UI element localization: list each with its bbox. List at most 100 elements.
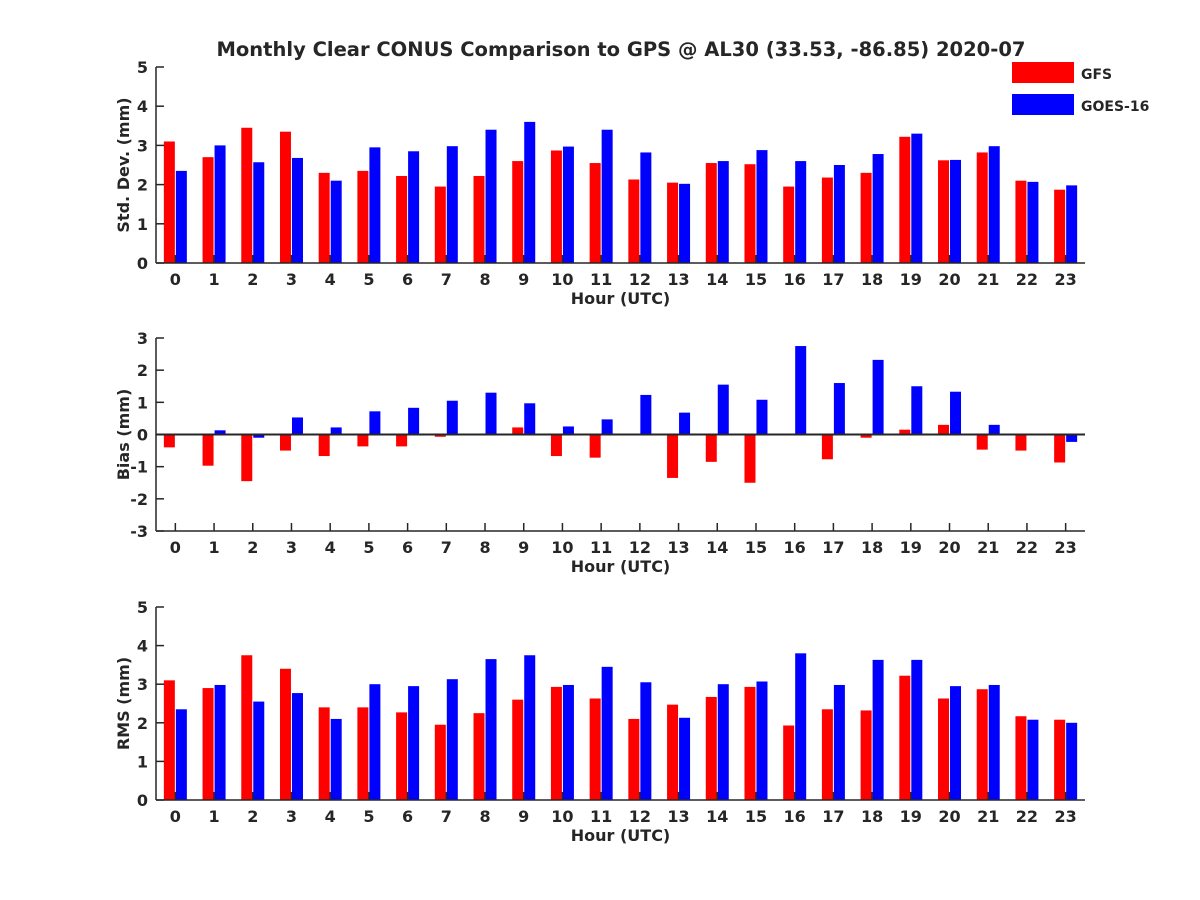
x-tick-label: 15 [745,807,767,826]
x-axis-label: Hour (UTC) [571,289,671,308]
bar-gfs-hour-18 [860,434,872,438]
bar-goes16-hour-16 [795,653,807,800]
bar-gfs-hour-22 [1015,180,1027,263]
bar-goes16-hour-10 [562,684,574,800]
bar-gfs-hour-10 [550,686,562,800]
x-tick-label: 12 [629,538,651,557]
bar-goes16-hour-17 [833,684,845,800]
x-tick-label: 14 [706,538,728,557]
bar-gfs-hour-18 [860,172,872,263]
bar-gfs-hour-2 [241,434,253,482]
bar-goes16-hour-11 [601,666,613,800]
bar-gfs-hour-21 [976,152,988,263]
bar-goes16-hour-2 [253,162,265,263]
y-tick-label: 2 [137,714,148,733]
bar-goes16-hour-17 [833,165,845,263]
bar-goes16-hour-21 [988,424,1000,435]
bar-gfs-hour-4 [318,172,330,263]
y-tick-label: 1 [137,215,148,234]
x-tick-label: 5 [363,270,374,289]
x-tick-label: 0 [170,270,181,289]
x-tick-label: 18 [861,270,883,289]
x-tick-label: 17 [822,270,844,289]
y-tick-label: 0 [137,791,148,810]
bar-gfs-hour-6 [396,712,408,800]
bar-gfs-hour-20 [938,424,950,435]
x-tick-label: 8 [479,270,490,289]
bar-goes16-hour-14 [717,161,729,263]
bar-gfs-hour-23 [1054,189,1066,263]
x-tick-label: 2 [247,538,258,557]
y-tick-label: 3 [137,136,148,155]
bar-gfs-hour-16 [783,186,795,263]
x-tick-label: 21 [977,270,999,289]
x-tick-label: 22 [1016,538,1038,557]
x-tick-label: 1 [208,270,219,289]
bar-goes16-hour-13 [679,717,691,800]
y-tick-label: 3 [137,329,148,348]
bar-goes16-hour-1 [214,684,226,800]
y-tick-label: -2 [130,490,148,509]
x-tick-label: 3 [286,538,297,557]
x-tick-label: 11 [590,807,612,826]
x-tick-label: 5 [363,807,374,826]
bar-gfs-hour-1 [202,688,214,800]
x-tick-label: 21 [977,538,999,557]
bar-goes16-hour-13 [679,412,691,435]
bar-gfs-hour-18 [860,710,872,800]
bar-goes16-hour-17 [833,383,845,435]
bar-goes16-hour-9 [524,655,536,800]
bar-goes16-hour-20 [950,391,962,435]
bar-goes16-hour-1 [214,145,226,263]
bar-goes16-hour-0 [175,170,187,263]
bar-goes16-hour-19 [911,386,923,435]
x-tick-label: 8 [479,807,490,826]
bar-goes16-hour-5 [369,147,381,263]
x-tick-label: 8 [479,538,490,557]
bar-goes16-hour-12 [640,682,652,800]
bar-gfs-hour-8 [473,175,485,263]
bar-goes16-hour-18 [872,359,884,435]
bar-gfs-hour-19 [899,675,911,800]
bar-goes16-hour-7 [446,146,458,263]
x-axis-label: Hour (UTC) [571,557,671,576]
bar-gfs-hour-5 [357,707,369,800]
bar-goes16-hour-14 [717,384,729,435]
bar-gfs-hour-17 [821,434,833,460]
bar-gfs-hour-3 [279,434,291,451]
bar-gfs-hour-7 [434,724,446,800]
x-tick-label: 5 [363,538,374,557]
x-tick-label: 23 [1055,538,1077,557]
bar-gfs-hour-10 [550,434,562,457]
x-tick-label: 19 [900,270,922,289]
bar-goes16-hour-15 [756,150,768,263]
bar-goes16-hour-9 [524,121,536,263]
bar-goes16-hour-16 [795,346,807,435]
bar-goes16-hour-19 [911,133,923,263]
bar-goes16-hour-11 [601,419,613,435]
bar-gfs-hour-9 [512,699,524,800]
x-tick-label: 11 [590,538,612,557]
bar-goes16-hour-11 [601,129,613,263]
bar-gfs-hour-23 [1054,719,1066,800]
bar-gfs-hour-15 [744,686,756,800]
y-tick-label: 0 [137,426,148,445]
x-tick-label: 16 [784,270,806,289]
bar-gfs-hour-15 [744,164,756,263]
x-tick-label: 22 [1016,270,1038,289]
x-tick-label: 12 [629,807,651,826]
x-tick-label: 15 [745,538,767,557]
bar-goes16-hour-3 [291,693,303,800]
legend-swatch-gfs [1012,62,1074,83]
bar-goes16-hour-22 [1027,719,1039,800]
x-tick-label: 9 [518,538,529,557]
bar-gfs-hour-19 [899,136,911,263]
bar-gfs-hour-14 [705,696,717,800]
x-tick-label: 15 [745,270,767,289]
x-tick-label: 4 [325,270,336,289]
bar-goes16-hour-5 [369,411,381,435]
x-tick-label: 3 [286,270,297,289]
x-tick-label: 7 [441,807,452,826]
bar-goes16-hour-23 [1066,722,1078,800]
